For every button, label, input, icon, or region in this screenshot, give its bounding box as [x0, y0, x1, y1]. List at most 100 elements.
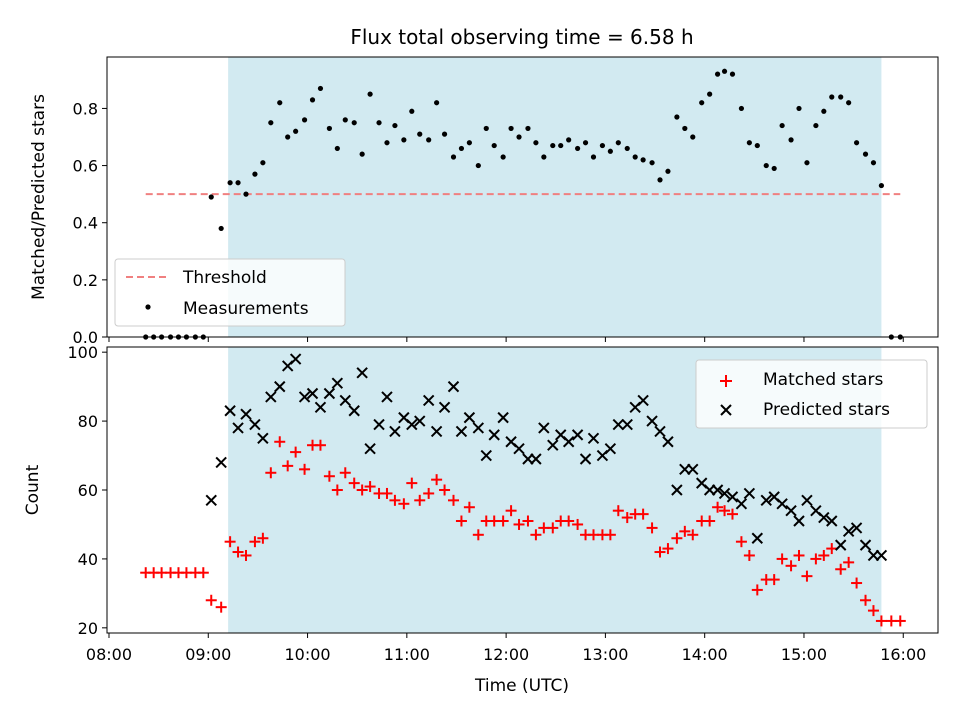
x-tick-label: 14:00: [682, 645, 728, 664]
measurement-point: [401, 137, 407, 143]
measurement-point: [690, 134, 696, 140]
matched-star-point: [389, 494, 401, 506]
top-panel: 0.00.20.40.60.8 Matched/Predicted stars …: [29, 56, 939, 347]
top-y-tick-label: 0.4: [73, 214, 98, 233]
predicted-star-point: [249, 418, 261, 431]
matched-star-point: [572, 518, 584, 530]
predicted-star-point: [298, 391, 311, 403]
matched-star-point: [726, 508, 738, 520]
measurement-point: [575, 145, 581, 152]
measurement-point: [533, 140, 539, 146]
predicted-star-point: [306, 387, 319, 400]
measurement-point: [525, 125, 531, 132]
measurement-point: [516, 134, 522, 140]
predicted-star-point: [289, 353, 302, 365]
matched-star-point: [547, 522, 559, 534]
measurements-legend-swatch: [145, 304, 151, 310]
measurement-point: [334, 145, 340, 152]
matched-star-point: [455, 515, 467, 527]
x-tick-label: 12:00: [483, 645, 529, 664]
matched-star-point: [439, 484, 451, 496]
predicted-star-point: [547, 439, 559, 451]
measurement-point: [796, 105, 802, 112]
matched-star-point: [810, 553, 822, 565]
predicted-star-point: [842, 525, 855, 538]
predicted-star-point: [735, 498, 748, 510]
measurement-point: [450, 154, 457, 160]
predicted-star-point: [579, 453, 592, 465]
predicted-legend-label: Predicted stars: [763, 400, 890, 420]
predicted-star-point: [801, 494, 813, 507]
measurement-point: [277, 100, 283, 106]
predicted-star-point: [257, 432, 269, 445]
bottom-y-tick-label: 20: [78, 619, 98, 638]
measurement-point: [367, 91, 373, 97]
predicted-star-point: [859, 539, 872, 551]
measurement-point: [624, 145, 630, 152]
predicted-star-point: [646, 415, 658, 427]
matched-star-point: [704, 515, 716, 527]
measurement-point: [426, 137, 432, 143]
predicted-star-point: [612, 418, 625, 431]
predicted-star-point: [662, 436, 674, 448]
predicted-star-point: [406, 418, 418, 431]
measurement-point: [682, 125, 688, 132]
measurement-point: [475, 162, 481, 169]
bottom-y-tick-label: 40: [78, 550, 98, 569]
measurement-point: [813, 122, 819, 129]
matched-star-point: [894, 615, 906, 627]
x-axis-label: Time (UTC): [474, 676, 569, 696]
matched-star-point: [522, 515, 534, 527]
predicted-star-point: [562, 436, 575, 448]
predicted-star-point: [331, 377, 344, 389]
measurement-point: [640, 157, 646, 163]
predicted-star-point: [364, 442, 376, 455]
matched-star-point: [274, 436, 286, 448]
matched-star-point: [299, 463, 311, 475]
matched-star-point: [604, 529, 616, 541]
measurement-point: [878, 182, 885, 189]
predicted-star-point: [604, 442, 617, 455]
predicted-star-point: [530, 453, 542, 465]
matched-star-point: [197, 567, 209, 579]
measurement-point: [243, 191, 249, 197]
measurement-point: [754, 142, 760, 149]
measurement-point: [434, 100, 440, 106]
matched-star-point: [751, 584, 763, 596]
bottom-legend: Matched stars Predicted stars: [695, 359, 928, 429]
measurement-point: [208, 194, 214, 200]
matched-star-point: [612, 505, 624, 517]
measurement-point: [384, 140, 390, 146]
predicted-star-point: [513, 442, 525, 455]
measurement-point: [607, 148, 613, 154]
measurement-point: [491, 142, 497, 149]
measurement-point: [326, 125, 332, 132]
measurement-point: [862, 151, 869, 157]
measurement-point: [317, 85, 324, 92]
predicted-star-point: [373, 418, 385, 431]
predicted-star-point: [671, 484, 683, 496]
matched-star-point: [646, 522, 658, 534]
measurement-point: [466, 140, 472, 146]
measurement-point: [351, 120, 357, 126]
predicted-legend-swatch: [720, 404, 732, 416]
measurement-point: [309, 97, 316, 103]
measurement-point: [779, 122, 785, 129]
measurement-point: [483, 125, 489, 132]
measurement-point: [550, 142, 556, 149]
predicted-star-point: [447, 380, 460, 393]
predicted-star-point: [654, 425, 666, 438]
predicted-star-point: [265, 391, 277, 403]
top-y-tick-label: 0.6: [73, 157, 98, 176]
matched-star-point: [818, 549, 830, 561]
predicted-star-point: [389, 425, 401, 438]
matched-star-point: [654, 546, 666, 558]
predicted-star-point: [687, 463, 699, 476]
matched-star-point: [662, 543, 674, 555]
matched-star-point: [398, 498, 410, 510]
measurement-point: [417, 131, 423, 137]
matched-star-point: [463, 501, 475, 513]
measurement-point: [804, 160, 810, 166]
predicted-star-point: [875, 549, 888, 562]
predicted-star-point: [422, 394, 435, 407]
